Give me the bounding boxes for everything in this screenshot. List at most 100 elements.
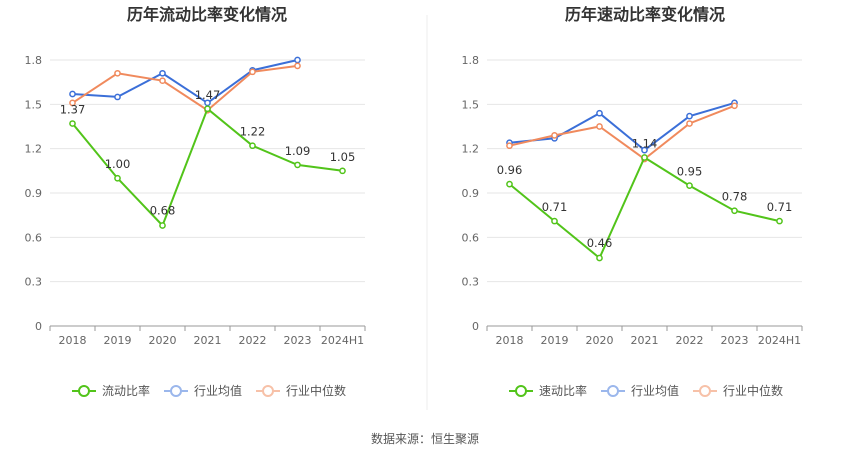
legend-item: 速动比率 (509, 383, 587, 398)
data-point (69, 90, 76, 98)
data-point (731, 102, 738, 110)
source-label: 数据来源：恒生聚源 (371, 431, 479, 446)
x-tick-label: 2019 (104, 334, 132, 347)
data-point (596, 254, 603, 262)
y-tick-label: 0.9 (25, 187, 43, 200)
y-tick-label: 1.2 (462, 143, 480, 156)
data-point (596, 123, 603, 130)
data-point (551, 217, 558, 225)
legend-label: 行业中位数 (723, 383, 783, 398)
legend-item: 流动比率 (72, 383, 150, 398)
legend-label: 流动比率 (102, 383, 150, 398)
series-line (509, 104, 735, 161)
chart-title: 历年流动比率变化情况 (127, 5, 287, 24)
legend-item: 行业中位数 (256, 383, 346, 398)
data-label: 0.95 (677, 165, 703, 179)
data-point (506, 142, 513, 150)
legend-swatch-marker (78, 385, 90, 397)
x-tick-label: 2023 (721, 334, 749, 347)
x-tick-label: 2021 (631, 334, 659, 347)
y-tick-label: 0.6 (25, 231, 43, 244)
y-tick-label: 1.8 (25, 54, 43, 67)
y-tick-label: 0.3 (25, 276, 43, 289)
data-point (114, 93, 121, 101)
y-tick-label: 1.5 (462, 98, 480, 111)
data-point (294, 161, 301, 169)
data-point (69, 120, 76, 127)
data-point (776, 217, 783, 225)
x-tick-label: 2022 (239, 334, 267, 347)
x-tick-label: 2018 (496, 334, 524, 347)
legend-swatch-marker (515, 385, 527, 397)
data-point (641, 146, 648, 154)
chart-title: 历年速动比率变化情况 (565, 5, 725, 24)
legend-item: 行业均值 (164, 383, 242, 398)
data-point (686, 112, 693, 120)
series-line (71, 64, 298, 112)
data-label: 1.05 (330, 150, 356, 164)
legend-label: 行业均值 (631, 383, 679, 398)
x-tick-label: 2020 (149, 334, 177, 347)
series-line (509, 101, 735, 152)
x-tick-label: 2024H1 (758, 334, 801, 347)
data-label: 1.14 (632, 137, 658, 151)
data-label: 0.71 (542, 200, 568, 214)
y-tick-label: 0.9 (462, 187, 480, 200)
data-point (249, 68, 256, 76)
x-tick-label: 2023 (284, 334, 312, 347)
x-tick-label: 2024H1 (321, 334, 364, 347)
legend-swatch-marker (699, 385, 711, 397)
data-point (114, 174, 121, 182)
data-point (551, 132, 558, 139)
legend-item: 行业均值 (601, 383, 679, 398)
data-point (294, 56, 301, 64)
x-tick-label: 2021 (194, 334, 222, 347)
data-label: 0.68 (150, 204, 176, 218)
data-point (686, 182, 693, 189)
data-point (339, 167, 346, 175)
data-label: 0.71 (767, 200, 793, 214)
legend-swatch-marker (607, 385, 619, 397)
data-point (159, 77, 166, 85)
x-tick-label: 2019 (541, 334, 569, 347)
data-point (204, 105, 211, 113)
legend-label: 行业中位数 (286, 383, 346, 398)
data-point (159, 222, 166, 229)
data-point (294, 62, 301, 70)
series-line (72, 59, 298, 105)
y-tick-label: 0 (472, 320, 479, 333)
data-label: 0.78 (722, 190, 748, 204)
y-tick-label: 1.8 (462, 54, 480, 67)
data-point (249, 142, 256, 150)
data-label: 1.00 (105, 157, 131, 171)
legend-label: 速动比率 (539, 383, 587, 398)
data-label: 0.96 (497, 163, 523, 177)
y-tick-label: 0 (35, 320, 42, 333)
data-label: 1.47 (195, 88, 221, 102)
x-tick-label: 2020 (586, 334, 614, 347)
data-point (641, 154, 648, 161)
y-tick-label: 0.6 (462, 231, 480, 244)
y-tick-label: 1.5 (25, 98, 43, 111)
x-tick-label: 2022 (676, 334, 704, 347)
data-label: 0.46 (587, 236, 613, 250)
data-point (731, 207, 738, 215)
y-tick-label: 1.2 (25, 143, 43, 156)
legend-label: 行业均值 (194, 383, 242, 398)
legend-item: 行业中位数 (693, 383, 783, 398)
data-point (596, 109, 603, 117)
legend-swatch-marker (262, 385, 274, 397)
data-label: 1.09 (285, 144, 311, 158)
x-tick-label: 2018 (59, 334, 87, 347)
chart-2: 历年速动比率变化情况 0 0.3 0.6 0.9 1.2 1.5 1.8 2018 2019 202… (462, 5, 803, 398)
chart-1: 历年流动比率变化情况 0 0.3 0.6 0.9 1.2 1.5 1.8 2018 2019 202… (25, 5, 366, 398)
data-label: 1.22 (240, 125, 266, 139)
data-point (114, 69, 121, 77)
data-point (69, 99, 76, 107)
legend-swatch-marker (170, 385, 182, 397)
data-point (686, 120, 693, 127)
data-point (506, 180, 513, 188)
data-label: 1.37 (60, 103, 86, 117)
